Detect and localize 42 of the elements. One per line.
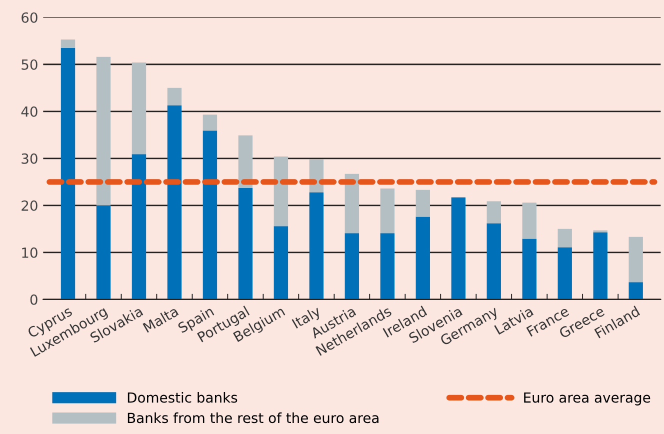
legend-label: Banks from the rest of the euro area [128,412,378,424]
bar [344,174,360,234]
bar [628,282,643,300]
legend-label: Domestic banks [128,392,238,403]
bar [60,39,76,48]
y-tick-label: 10 [22,247,38,258]
bar [628,236,643,282]
y-tick-label: 50 [22,59,38,70]
bar [416,216,430,300]
bar [380,188,395,234]
bar [202,130,218,300]
y-tick-label: 0 [30,294,38,305]
bar [558,247,572,300]
bar [202,114,218,131]
bar [380,233,395,300]
bar [167,88,182,106]
bar [238,188,253,300]
bar [274,226,288,300]
y-tick-label: 40 [21,106,38,117]
bar [451,197,466,300]
y-tick-label: 30 [22,153,38,164]
bar [593,232,608,300]
bar [522,202,536,239]
bar [522,238,536,300]
bar [132,62,146,154]
bar [96,205,111,300]
bar [60,48,76,300]
bar [416,190,430,217]
bar [238,135,253,188]
x-tick-label: Malta [142,306,179,333]
bar [344,233,360,300]
bar [274,156,288,226]
y-tick-label: 60 [22,12,38,23]
bar [132,154,146,300]
bar [167,105,182,300]
bar [309,192,324,300]
legend-label: Euro area average [524,392,650,406]
bar [96,56,111,206]
y-tick-label: 20 [22,200,38,211]
bar [558,228,572,248]
bar [486,223,501,300]
bar [486,201,501,224]
